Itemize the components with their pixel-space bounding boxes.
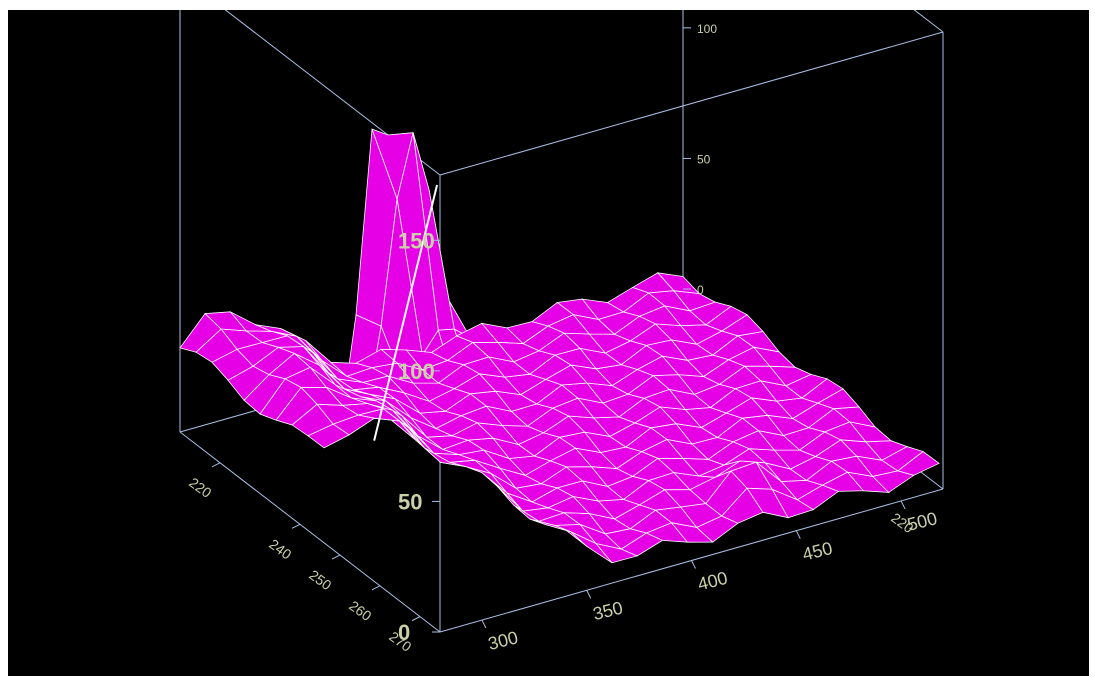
y-tick [371,585,381,591]
z-tick-label: 50 [398,489,422,514]
scatter-line [373,184,439,441]
surface-plot: 3003504004505002202402502602702200501001… [179,10,944,655]
box-edge [913,10,944,33]
surface-mesh [179,128,940,564]
x-tick-label: 400 [696,568,730,595]
x-tick-label: 450 [800,538,834,565]
x-tick [691,560,696,569]
z-tick-label-right: 0 [697,283,704,297]
z-tick-label: 100 [398,359,435,384]
y-tick-label: 220 [186,474,214,501]
y-tick [291,523,301,529]
y-tick [211,462,221,468]
z-tick-label-right: 50 [697,152,711,166]
box-edge [179,431,441,633]
x-tick-label: 350 [591,597,625,624]
surface-cell [656,272,701,295]
box-edge [439,31,944,176]
x-tick [586,590,592,599]
x-tick-label: 300 [486,627,520,654]
z-tick-label: 150 [398,228,435,253]
z-tick-label: 0 [398,620,410,645]
y-tick-label: 260 [346,597,374,624]
x-tick [481,619,487,629]
x-tick [795,530,801,539]
plot-viewport[interactable]: 300 350 400 450 500 220 240 250 260 270 220 0 50 100 1… [8,10,1089,676]
z-tick-label-right: 100 [697,22,717,36]
x-tick [900,500,906,510]
y-tick [411,616,421,622]
y-tick-label: 250 [306,567,334,594]
y-tick-label: 240 [266,536,294,563]
y-tick [331,554,341,560]
